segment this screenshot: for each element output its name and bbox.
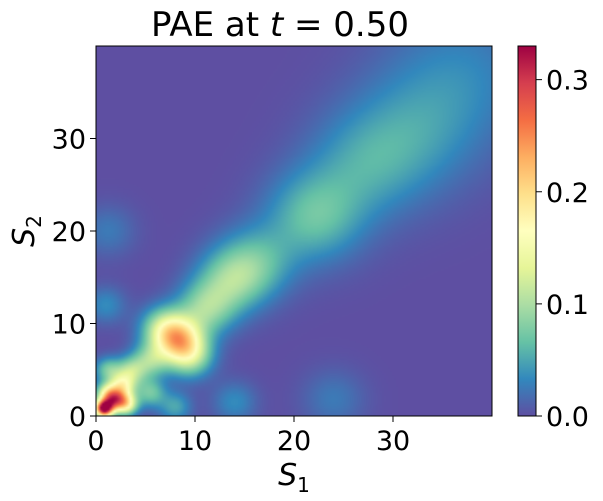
x-tick-label: 20 [277, 426, 311, 457]
x-tick-label: 30 [376, 426, 410, 457]
heatmap-cells [96, 46, 492, 416]
chart-title: PAE at t = 0.50 [151, 5, 409, 45]
x-tick-label: 10 [178, 426, 212, 457]
colorbar-tick-label: 0.2 [546, 178, 589, 209]
colorbar [517, 45, 537, 417]
y-tick-label: 0 [69, 402, 86, 433]
x-axis-label: S1 [278, 458, 310, 497]
colorbar-tick-label: 0.0 [546, 402, 589, 433]
y-tick-label: 30 [52, 125, 86, 156]
y-tick-label: 20 [52, 217, 86, 248]
heatmap-image [96, 46, 492, 416]
y-tick-label: 10 [52, 310, 86, 341]
x-tick-label: 0 [87, 426, 104, 457]
colorbar-ticks: 0.0 0.1 0.2 0.3 [536, 66, 589, 433]
y-axis-label: S2 [7, 215, 46, 247]
x-axis: 0 10 20 30 [87, 416, 410, 457]
y-axis: 0 10 20 30 [52, 125, 96, 433]
colorbar-tick-label: 0.1 [546, 290, 589, 321]
colorbar-tick-label: 0.3 [546, 66, 589, 97]
